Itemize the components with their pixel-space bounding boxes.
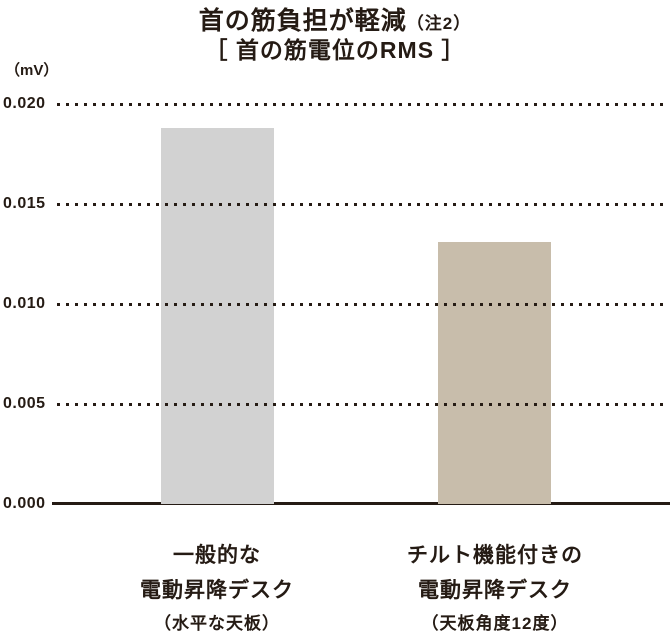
- x-label-line: チルト機能付きの: [407, 544, 583, 567]
- x-label-line: 電動昇降デスク: [140, 579, 294, 602]
- x-axis-line: [52, 502, 670, 505]
- gridline: [57, 102, 668, 106]
- x-label-subline: （水平な天板）: [154, 614, 280, 633]
- chart-subtitle: ［ 首の筋電位のRMS ］: [204, 37, 466, 63]
- y-tick-label: 0.015: [3, 195, 46, 212]
- y-tick-label: 0.000: [3, 495, 46, 512]
- y-axis-unit-label: （mV）: [5, 62, 59, 79]
- chart-title-note: （注2）: [406, 14, 472, 33]
- bar-standard-desk: [161, 128, 274, 504]
- bar-tilt-desk: [438, 242, 551, 504]
- gridline: [57, 302, 668, 306]
- y-tick-label: 0.010: [3, 295, 46, 312]
- y-tick-label: 0.020: [3, 95, 46, 112]
- chart-title: 首の筋負担が軽減（注2）: [0, 1, 670, 37]
- x-axis-label-standard-desk: 一般的な 電動昇降デスク （水平な天板）: [67, 538, 367, 637]
- x-label-subline: （天板角度12度）: [421, 614, 569, 633]
- gridline: [57, 402, 668, 406]
- x-label-line: 一般的な: [173, 544, 261, 567]
- gridline: [57, 202, 668, 206]
- x-label-line: 電動昇降デスク: [418, 579, 572, 602]
- y-tick-label: 0.005: [3, 395, 46, 412]
- chart-title-text: 首の筋負担が軽減: [198, 7, 407, 35]
- x-axis-label-tilt-desk: チルト機能付きの 電動昇降デスク （天板角度12度）: [345, 538, 645, 637]
